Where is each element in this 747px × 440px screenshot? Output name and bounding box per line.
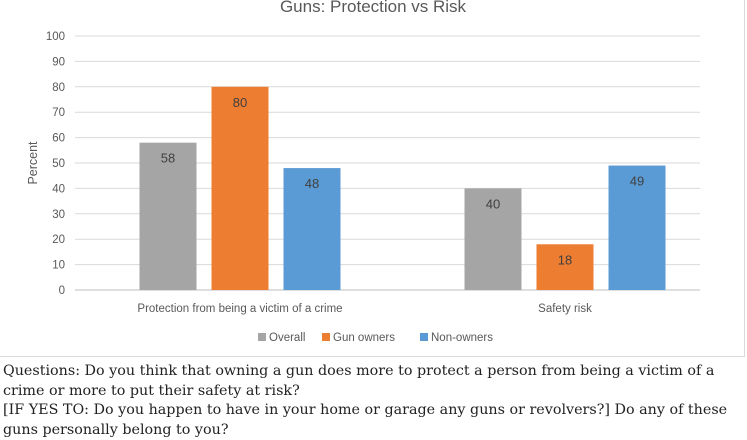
y-tick-label: 50 [52,158,65,170]
y-tick-label: 80 [52,82,65,94]
y-tick-label: 90 [52,56,65,68]
data-label: 58 [161,151,175,166]
y-tick-label: 0 [59,285,65,297]
bar-overall [464,188,522,290]
bar-gun-owners [211,86,269,290]
bar-overall [139,142,197,290]
legend-swatch [322,333,330,341]
legend-label: Overall [269,332,305,344]
y-tick-label: 60 [52,133,65,145]
bar-non-owners [283,168,341,290]
y-tick-label: 70 [52,107,65,119]
y-tick-label: 20 [52,234,65,246]
y-tick-label: 10 [52,260,65,272]
data-label: 80 [233,95,247,110]
y-axis-ticks: 0 10 20 30 40 50 60 70 80 90 100 [46,31,65,297]
bar-chart: Guns: Protection vs Risk 0 10 20 30 40 50 60 70… [26,0,700,344]
question-line-2: [IF YES TO: Do you happen to have in you… [3,402,728,438]
bars: 58 80 48 40 18 49 [139,86,666,290]
x-tick-label: Protection from being a victim of a crim… [137,303,342,315]
question-note: Questions: Do you think that owning a gu… [3,362,743,440]
bar-non-owners [608,165,666,290]
legend-label: Non-owners [431,332,493,344]
legend: Overall Gun owners Non-owners [258,332,493,344]
legend-swatch [420,333,428,341]
x-tick-label: Safety risk [538,303,592,315]
y-axis-label: Percent [26,141,40,185]
data-label: 48 [305,176,319,191]
data-label: 18 [558,252,572,267]
y-tick-label: 30 [52,209,65,221]
question-line-1: Questions: Do you think that owning a gu… [3,363,715,399]
data-label: 40 [486,196,500,211]
data-label: 49 [630,174,644,189]
y-tick-label: 100 [46,31,65,43]
bar-gun-owners [536,244,594,290]
legend-swatch [258,333,266,341]
chart-container: Guns: Protection vs Risk 0 10 20 30 40 50 60 70… [0,0,745,357]
legend-label: Gun owners [333,332,395,344]
chart-title: Guns: Protection vs Risk [280,0,467,16]
y-tick-label: 40 [52,183,65,195]
x-axis-ticks: Protection from being a victim of a crim… [137,303,592,315]
